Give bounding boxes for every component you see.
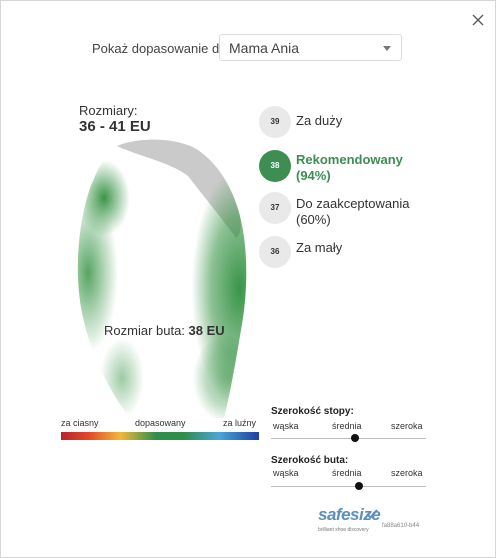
sizes-range-label: Rozmiary: [79,103,138,118]
shoe-size-label: Rozmiar buta: [104,323,185,338]
profile-prompt-label: Pokaż dopasowanie dla [92,41,230,56]
chevron-down-icon [383,46,391,51]
brand-name: safesize [318,505,381,524]
close-icon[interactable] [470,12,486,28]
size-badge: 37 [259,192,291,224]
foot-fit-visualization [77,139,247,418]
size-option-label: Za duży [296,113,343,128]
shoe-width-medium: średnia [332,468,362,478]
legend-fit-label: dopasowany [135,418,186,428]
foot-width-title: Szerokość stopy: [271,406,354,417]
size-badge-recommended: 38 [259,150,291,182]
size-badge: 36 [259,236,291,268]
size-option-percent: (60%) [296,212,331,227]
brand-logo: safesize brilliant shoe discovery [318,505,381,539]
profile-select-value: Mama Ania [229,40,300,56]
brand-tagline: brilliant shoe discovery [318,527,369,533]
profile-select[interactable]: Mama Ania [219,34,402,61]
legend-loose-label: za luźny [223,418,257,428]
sizes-range-value: 36 - 41 EU [79,118,151,135]
shoe-width-wide: szeroka [391,468,423,478]
shoe-size-value: 38 EU [188,323,225,338]
foot-width-indicator [350,434,359,442]
foot-width-medium: średnia [332,421,362,431]
foot-width-track [271,438,426,439]
shoe-width-indicator [355,482,364,490]
build-id: fa88a610-b44 [382,523,420,529]
shoe-size-readout: Rozmiar buta: 38 EU [104,323,225,338]
fit-color-scale [61,432,259,440]
shoe-width-track [271,486,426,487]
size-option-label: Za mały [296,240,343,255]
size-badge: 39 [259,106,291,138]
shoe-width-narrow: wąska [273,468,299,478]
shoe-width-title: Szerokość buta: [271,455,349,466]
check-icon [366,509,378,519]
foot-width-wide: szeroka [391,421,423,431]
size-option-label: Do zaakceptowania [296,196,410,211]
legend-tight-label: za ciasny [61,418,99,428]
size-option-label: Rekomendowany [296,152,403,167]
foot-width-narrow: wąska [273,421,299,431]
size-option-percent: (94%) [296,168,331,183]
